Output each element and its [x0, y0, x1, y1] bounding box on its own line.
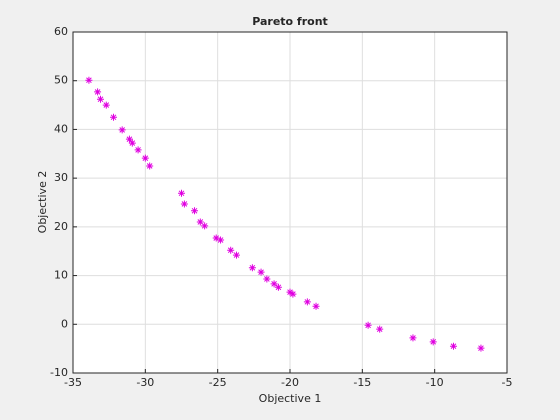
point — [102, 101, 110, 109]
point — [429, 338, 437, 346]
point — [217, 236, 225, 244]
x-tick-label: -35 — [64, 376, 82, 389]
y-tick-label: 30 — [54, 171, 68, 184]
point — [274, 283, 282, 291]
point — [141, 154, 149, 162]
x-tick-label: -5 — [502, 376, 513, 389]
point — [110, 113, 118, 121]
point — [227, 246, 235, 254]
point — [118, 126, 126, 134]
point — [232, 251, 240, 259]
x-axis-label: Objective 1 — [259, 392, 322, 405]
x-tick-label: -15 — [353, 376, 371, 389]
y-tick-label: 40 — [54, 122, 68, 135]
point — [289, 290, 297, 298]
y-tick-label: 60 — [54, 25, 68, 38]
x-tick-label: -20 — [281, 376, 299, 389]
y-tick-label: 0 — [61, 317, 68, 330]
y-tick-label: 50 — [54, 74, 68, 87]
point — [263, 275, 271, 283]
point — [257, 268, 265, 276]
point — [180, 200, 188, 208]
point — [94, 88, 102, 96]
chart-title: Pareto front — [252, 15, 328, 28]
x-tick-label: -10 — [426, 376, 444, 389]
point — [364, 321, 372, 329]
point — [85, 76, 93, 84]
point — [409, 334, 417, 342]
axes-box — [72, 31, 508, 374]
point — [96, 95, 104, 103]
point — [178, 189, 185, 197]
point — [312, 302, 320, 310]
point — [286, 288, 294, 296]
point — [303, 298, 311, 306]
y-axis-label: Objective 2 — [36, 171, 49, 234]
point — [376, 325, 384, 333]
point — [270, 280, 278, 288]
point — [191, 207, 199, 215]
point — [128, 139, 136, 147]
x-tick-label: -25 — [209, 376, 227, 389]
point — [248, 264, 256, 272]
x-tick-label: -30 — [136, 376, 154, 389]
point — [477, 344, 485, 352]
point — [196, 218, 204, 226]
point — [212, 234, 220, 242]
y-tick-label: -10 — [50, 366, 68, 379]
point — [146, 162, 154, 170]
point — [449, 342, 457, 350]
y-tick-label: 10 — [54, 269, 68, 282]
y-tick-label: 20 — [54, 220, 68, 233]
point — [125, 135, 133, 143]
point — [134, 146, 142, 154]
point — [201, 222, 209, 230]
